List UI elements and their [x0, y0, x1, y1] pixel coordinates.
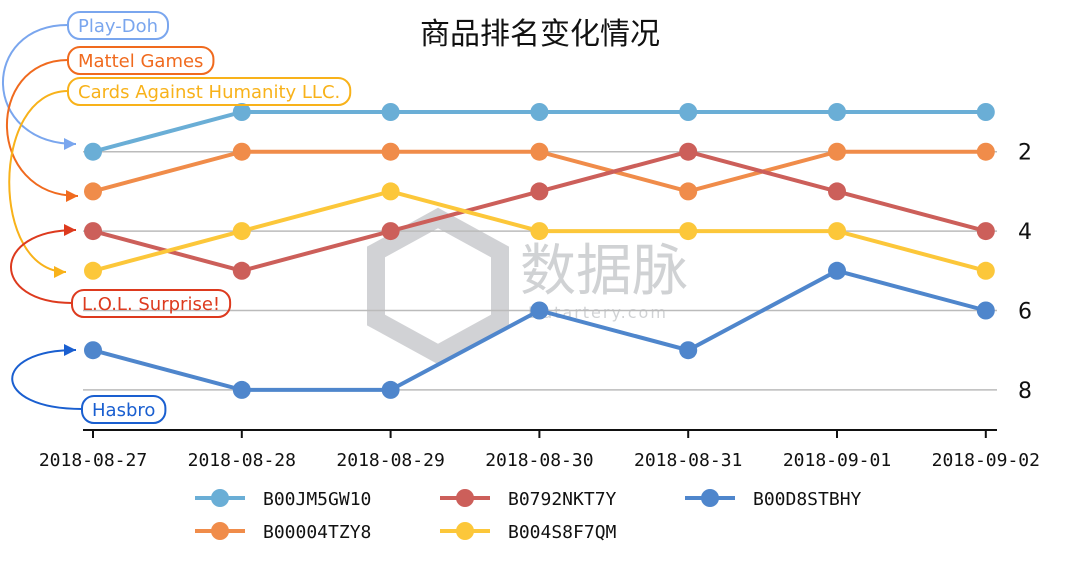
- series-B0792NKT7Y: [84, 142, 995, 280]
- annotation-l-o-l-surprise-: L.O.L. Surprise!: [10, 224, 232, 318]
- data-point: [976, 222, 995, 241]
- data-point: [976, 261, 995, 280]
- data-point: [828, 142, 846, 161]
- legend-marker: [701, 489, 719, 507]
- legend-label: B00JM5GW10: [263, 489, 371, 510]
- data-point: [84, 341, 102, 360]
- legend-item: B0792NKT7Y: [440, 489, 617, 510]
- annotation-label: Mattel Games: [78, 51, 203, 72]
- data-point: [679, 182, 698, 201]
- x-tick-label: 2018-08-30: [485, 450, 593, 471]
- chart-title: 商品排名变化情况: [420, 17, 660, 52]
- annotation-label: L.O.L. Surprise!: [82, 294, 220, 315]
- x-tick-label: 2018-08-31: [634, 450, 742, 471]
- annotation-arrow: [6, 59, 79, 202]
- data-point: [530, 222, 549, 241]
- legend-item: B00D8STBHY: [685, 489, 862, 510]
- legend-item: B00JM5GW10: [195, 489, 371, 510]
- annotation-cards-against-humanity-llc-: Cards Against Humanity LLC.: [8, 77, 352, 278]
- annotation-label: Cards Against Humanity LLC.: [78, 82, 340, 103]
- series-B00004TZY8: [84, 142, 995, 201]
- legend-marker: [211, 489, 229, 507]
- data-point: [232, 103, 251, 121]
- legend-item: B004S8F7QM: [440, 522, 617, 543]
- legend-label: B00D8STBHY: [753, 489, 862, 510]
- annotation-mattel-games: Mattel Games: [6, 46, 215, 202]
- annotation-label: Play-Doh: [78, 16, 158, 37]
- data-point: [232, 222, 251, 241]
- data-point: [530, 103, 549, 121]
- data-point: [828, 182, 846, 201]
- data-point: [232, 142, 251, 161]
- data-point: [381, 182, 400, 201]
- data-point: [976, 142, 995, 161]
- legend-marker: [456, 489, 474, 507]
- data-point: [976, 301, 995, 320]
- data-point: [84, 182, 102, 201]
- watermark-name: 数据脉: [520, 239, 688, 304]
- legend-marker: [211, 522, 229, 540]
- annotation-label: Hasbro: [92, 400, 155, 421]
- data-point: [381, 103, 400, 121]
- data-point: [232, 380, 251, 399]
- legend-label: B00004TZY8: [263, 522, 371, 543]
- annotation-arrow: [10, 224, 77, 304]
- data-point: [679, 341, 698, 360]
- y-tick-label: 6: [1018, 300, 1032, 325]
- y-tick-label: 2: [1018, 141, 1032, 166]
- x-tick-label: 2018-09-02: [932, 450, 1040, 471]
- x-tick-label: 2018-08-29: [336, 450, 444, 471]
- watermark: 数据脉 Datartery.com: [367, 207, 688, 365]
- x-tick-label: 2018-08-28: [188, 450, 296, 471]
- data-point: [381, 222, 400, 241]
- y-tick-label: 4: [1018, 220, 1032, 245]
- watermark-logo: [367, 207, 509, 365]
- data-point: [84, 142, 102, 161]
- data-point: [530, 182, 549, 201]
- annotation-arrow: [8, 90, 69, 278]
- data-point: [530, 301, 549, 320]
- annotation-play-doh: Play-Doh: [2, 11, 169, 150]
- data-point: [679, 142, 698, 161]
- data-point: [381, 142, 400, 161]
- annotation-hasbro: Hasbro: [11, 344, 167, 424]
- data-point: [530, 142, 549, 161]
- annotation-arrow: [11, 344, 83, 410]
- legend-label: B0792NKT7Y: [508, 489, 617, 510]
- series-B00D8STBHY: [84, 261, 995, 399]
- data-point: [679, 222, 698, 241]
- data-point: [232, 261, 251, 280]
- data-point: [828, 222, 846, 241]
- data-point: [84, 261, 102, 280]
- series-B004S8F7QM: [84, 182, 995, 280]
- series-B00JM5GW10: [84, 103, 995, 161]
- x-tick-label: 2018-08-27: [39, 450, 147, 471]
- data-point: [828, 261, 846, 280]
- legend-label: B004S8F7QM: [508, 522, 617, 543]
- data-point: [976, 103, 995, 121]
- data-point: [84, 222, 102, 241]
- x-tick-label: 2018-09-01: [783, 450, 891, 471]
- legend-marker: [456, 522, 474, 540]
- data-point: [381, 380, 400, 399]
- y-tick-label: 8: [1018, 379, 1032, 404]
- data-point: [828, 103, 846, 121]
- data-point: [679, 103, 698, 121]
- annotation-arrow: [2, 24, 77, 150]
- legend-item: B00004TZY8: [195, 522, 371, 543]
